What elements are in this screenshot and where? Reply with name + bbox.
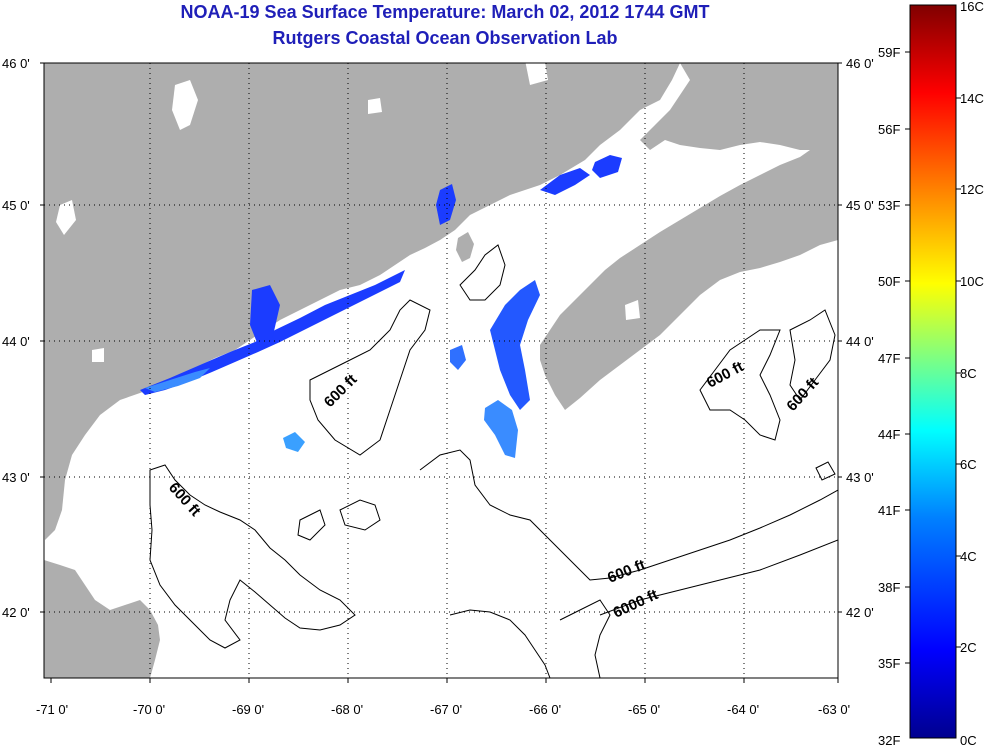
cb-label-12c: 12C [960, 182, 984, 197]
colorbar-ticks [905, 51, 961, 664]
map-frame [43, 62, 839, 679]
axis-ticks [40, 62, 842, 683]
cb-label-4c: 4C [960, 549, 977, 564]
lat-label-42: 42 0' [2, 605, 30, 620]
sst-maine-inlets [436, 184, 456, 225]
lake [92, 348, 104, 362]
cb-label-16c: 16C [960, 0, 984, 14]
cb-label-41f: 41F [878, 503, 900, 518]
cb-label-50f: 50F [878, 274, 900, 289]
cb-label-32f: 32F [878, 733, 900, 748]
title-line-2: Rutgers Coastal Ocean Observation Lab [272, 28, 618, 48]
cb-label-0c: 0C [960, 733, 977, 748]
land-maine [44, 63, 680, 540]
lat-label-46: 46 0' [2, 56, 30, 71]
lon-label-66: -66 0' [529, 702, 561, 717]
lat-label-44-right: 44 0' [846, 334, 874, 349]
cb-label-14c: 14C [960, 91, 984, 106]
depth-contours [149, 244, 838, 678]
sst-bay-patch [540, 168, 590, 195]
land-massachusetts [44, 560, 160, 678]
cb-label-35f: 35F [878, 656, 900, 671]
cb-label-8c: 8C [960, 366, 977, 381]
cb-label-2c: 2C [960, 640, 977, 655]
cb-label-59f: 59F [878, 45, 900, 60]
lat-label-45: 45 0' [2, 198, 30, 213]
colorbar [909, 4, 957, 739]
lon-label-64: -64 0' [727, 702, 759, 717]
cb-label-47f: 47F [878, 351, 900, 366]
lake [525, 63, 548, 85]
lon-label-71: -71 0' [36, 702, 68, 717]
lake [172, 80, 198, 130]
sst-coastal-cyan [145, 368, 210, 392]
sst-penobscot [250, 285, 280, 345]
land-nova-scotia [540, 150, 838, 410]
sst-small-patch [283, 432, 305, 452]
cb-label-38f: 38F [878, 580, 900, 595]
land-island [456, 232, 474, 262]
sst-channel-south [484, 400, 518, 458]
lon-label-65: -65 0' [628, 702, 660, 717]
sst-patch-east [450, 345, 466, 370]
cb-label-10c: 10C [960, 274, 984, 289]
lat-label-42-right: 42 0' [846, 605, 874, 620]
lat-label-43: 43 0' [2, 470, 30, 485]
lat-label-43-right: 43 0' [846, 470, 874, 485]
lon-label-69: -69 0' [232, 702, 264, 717]
lon-label-63: -63 0' [818, 702, 850, 717]
cb-label-53f: 53F [878, 198, 900, 213]
cb-label-44f: 44F [878, 427, 900, 442]
lat-label-45-right: 45 0' [846, 198, 874, 213]
land-cape-breton [740, 63, 838, 100]
lat-label-44: 44 0' [2, 334, 30, 349]
title-line-1: NOAA-19 Sea Surface Temperature: March 0… [180, 2, 710, 22]
lon-label-67: -67 0' [430, 702, 462, 717]
lon-label-68: -68 0' [331, 702, 363, 717]
lake [625, 300, 640, 320]
lon-label-70: -70 0' [133, 702, 165, 717]
cb-label-56f: 56F [878, 122, 900, 137]
lake [56, 200, 76, 235]
lat-label-46-right: 46 0' [846, 56, 874, 71]
sst-bay-patch-2 [592, 155, 622, 178]
lake [368, 98, 382, 114]
cb-label-6c: 6C [960, 457, 977, 472]
sst-channel [490, 280, 540, 410]
